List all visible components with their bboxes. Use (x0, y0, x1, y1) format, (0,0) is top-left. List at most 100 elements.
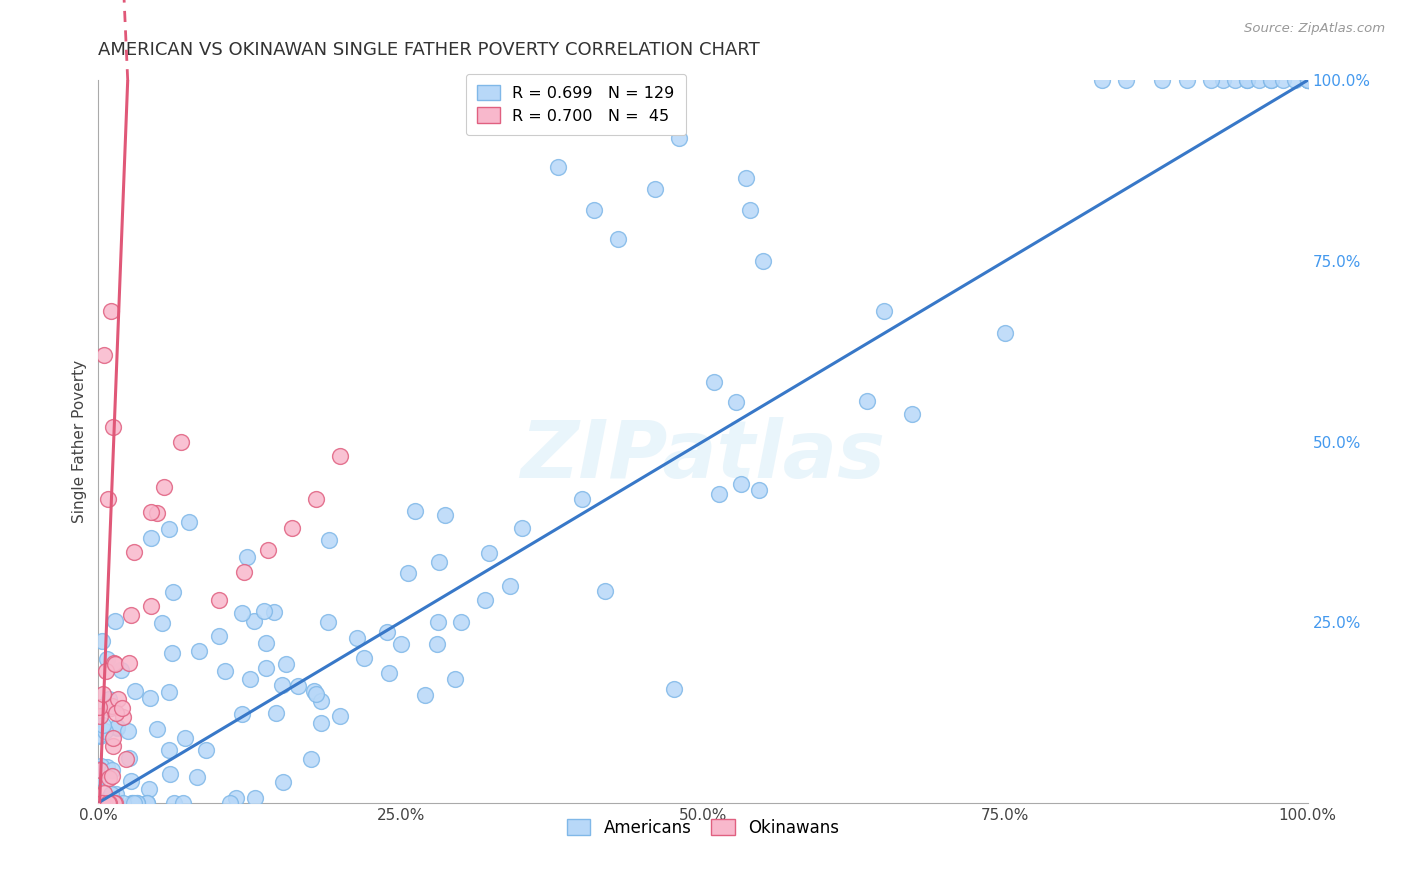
Point (111, 700, 134, 714)
Point (353, 651, 375, 665)
Point (243, 791, 266, 805)
Legend: Americans, Okinawans: Americans, Okinawans (558, 810, 848, 845)
Point (96, 652, 118, 666)
Point (98, 796, 121, 810)
Point (254, 661, 277, 675)
Point (1223, 73, 1246, 87)
Point (162, 585, 184, 599)
Point (474, 593, 496, 607)
Point (243, 615, 266, 629)
Point (94, 723, 117, 738)
Point (444, 672, 467, 686)
Point (98, 790, 121, 805)
Point (299, 752, 322, 766)
Point (231, 707, 253, 722)
Point (97, 492, 120, 507)
Point (139, 599, 162, 613)
Point (121, 796, 143, 810)
Point (100, 698, 122, 713)
Point (89, 764, 111, 778)
Point (724, 395, 747, 409)
Point (1091, 73, 1114, 87)
Point (264, 706, 287, 720)
Point (236, 549, 259, 564)
Point (120, 607, 142, 622)
Point (318, 533, 340, 547)
Point (91, 796, 114, 810)
Point (305, 492, 328, 507)
Point (105, 720, 128, 734)
Point (311, 694, 333, 708)
Point (311, 716, 333, 731)
Point (346, 631, 368, 645)
Point (117, 724, 139, 739)
Point (89, 796, 111, 810)
Point (121, 796, 143, 810)
Point (89, 796, 111, 810)
Point (87, 699, 110, 714)
Point (170, 434, 193, 449)
Point (136, 796, 159, 810)
Point (104, 614, 127, 628)
Point (127, 796, 149, 810)
Point (225, 791, 247, 805)
Point (101, 420, 124, 434)
Point (163, 796, 186, 810)
Point (1152, 73, 1174, 87)
Point (145, 507, 167, 521)
Point (89, 796, 111, 810)
Y-axis label: Single Father Poverty: Single Father Poverty (72, 360, 87, 523)
Point (157, 685, 180, 699)
Point (91, 796, 114, 810)
Point (104, 706, 127, 720)
Point (93, 687, 115, 701)
Point (139, 690, 162, 705)
Point (1296, 73, 1319, 87)
Point (94, 796, 117, 810)
Point (115, 752, 138, 766)
Point (195, 743, 218, 757)
Point (103, 796, 125, 810)
Point (1249, 73, 1271, 87)
Point (186, 770, 208, 784)
Point (273, 775, 295, 789)
Point (90, 796, 112, 810)
Point (427, 555, 450, 569)
Point (91, 796, 114, 810)
Point (735, 171, 758, 186)
Point (510, 521, 533, 535)
Point (256, 542, 278, 557)
Point (1284, 73, 1306, 87)
Point (89, 728, 111, 742)
Point (136, 796, 159, 810)
Point (139, 531, 162, 545)
Point (87, 770, 110, 784)
Point (103, 657, 125, 671)
Point (87, 796, 110, 810)
Point (607, 232, 630, 246)
Point (172, 796, 194, 810)
Point (105, 788, 128, 802)
Point (231, 607, 253, 621)
Point (107, 692, 129, 706)
Point (253, 604, 276, 618)
Point (118, 751, 141, 765)
Point (87, 762, 110, 776)
Point (174, 731, 197, 746)
Point (256, 636, 278, 650)
Point (150, 616, 173, 631)
Point (177, 515, 200, 529)
Point (120, 774, 142, 789)
Point (101, 796, 124, 810)
Point (404, 503, 426, 517)
Point (208, 629, 231, 643)
Point (901, 407, 924, 421)
Point (152, 480, 174, 494)
Point (93, 348, 115, 362)
Point (89, 729, 111, 743)
Point (97, 796, 120, 810)
Point (218, 796, 240, 810)
Point (1296, 73, 1319, 87)
Point (90, 634, 112, 648)
Point (1260, 73, 1282, 87)
